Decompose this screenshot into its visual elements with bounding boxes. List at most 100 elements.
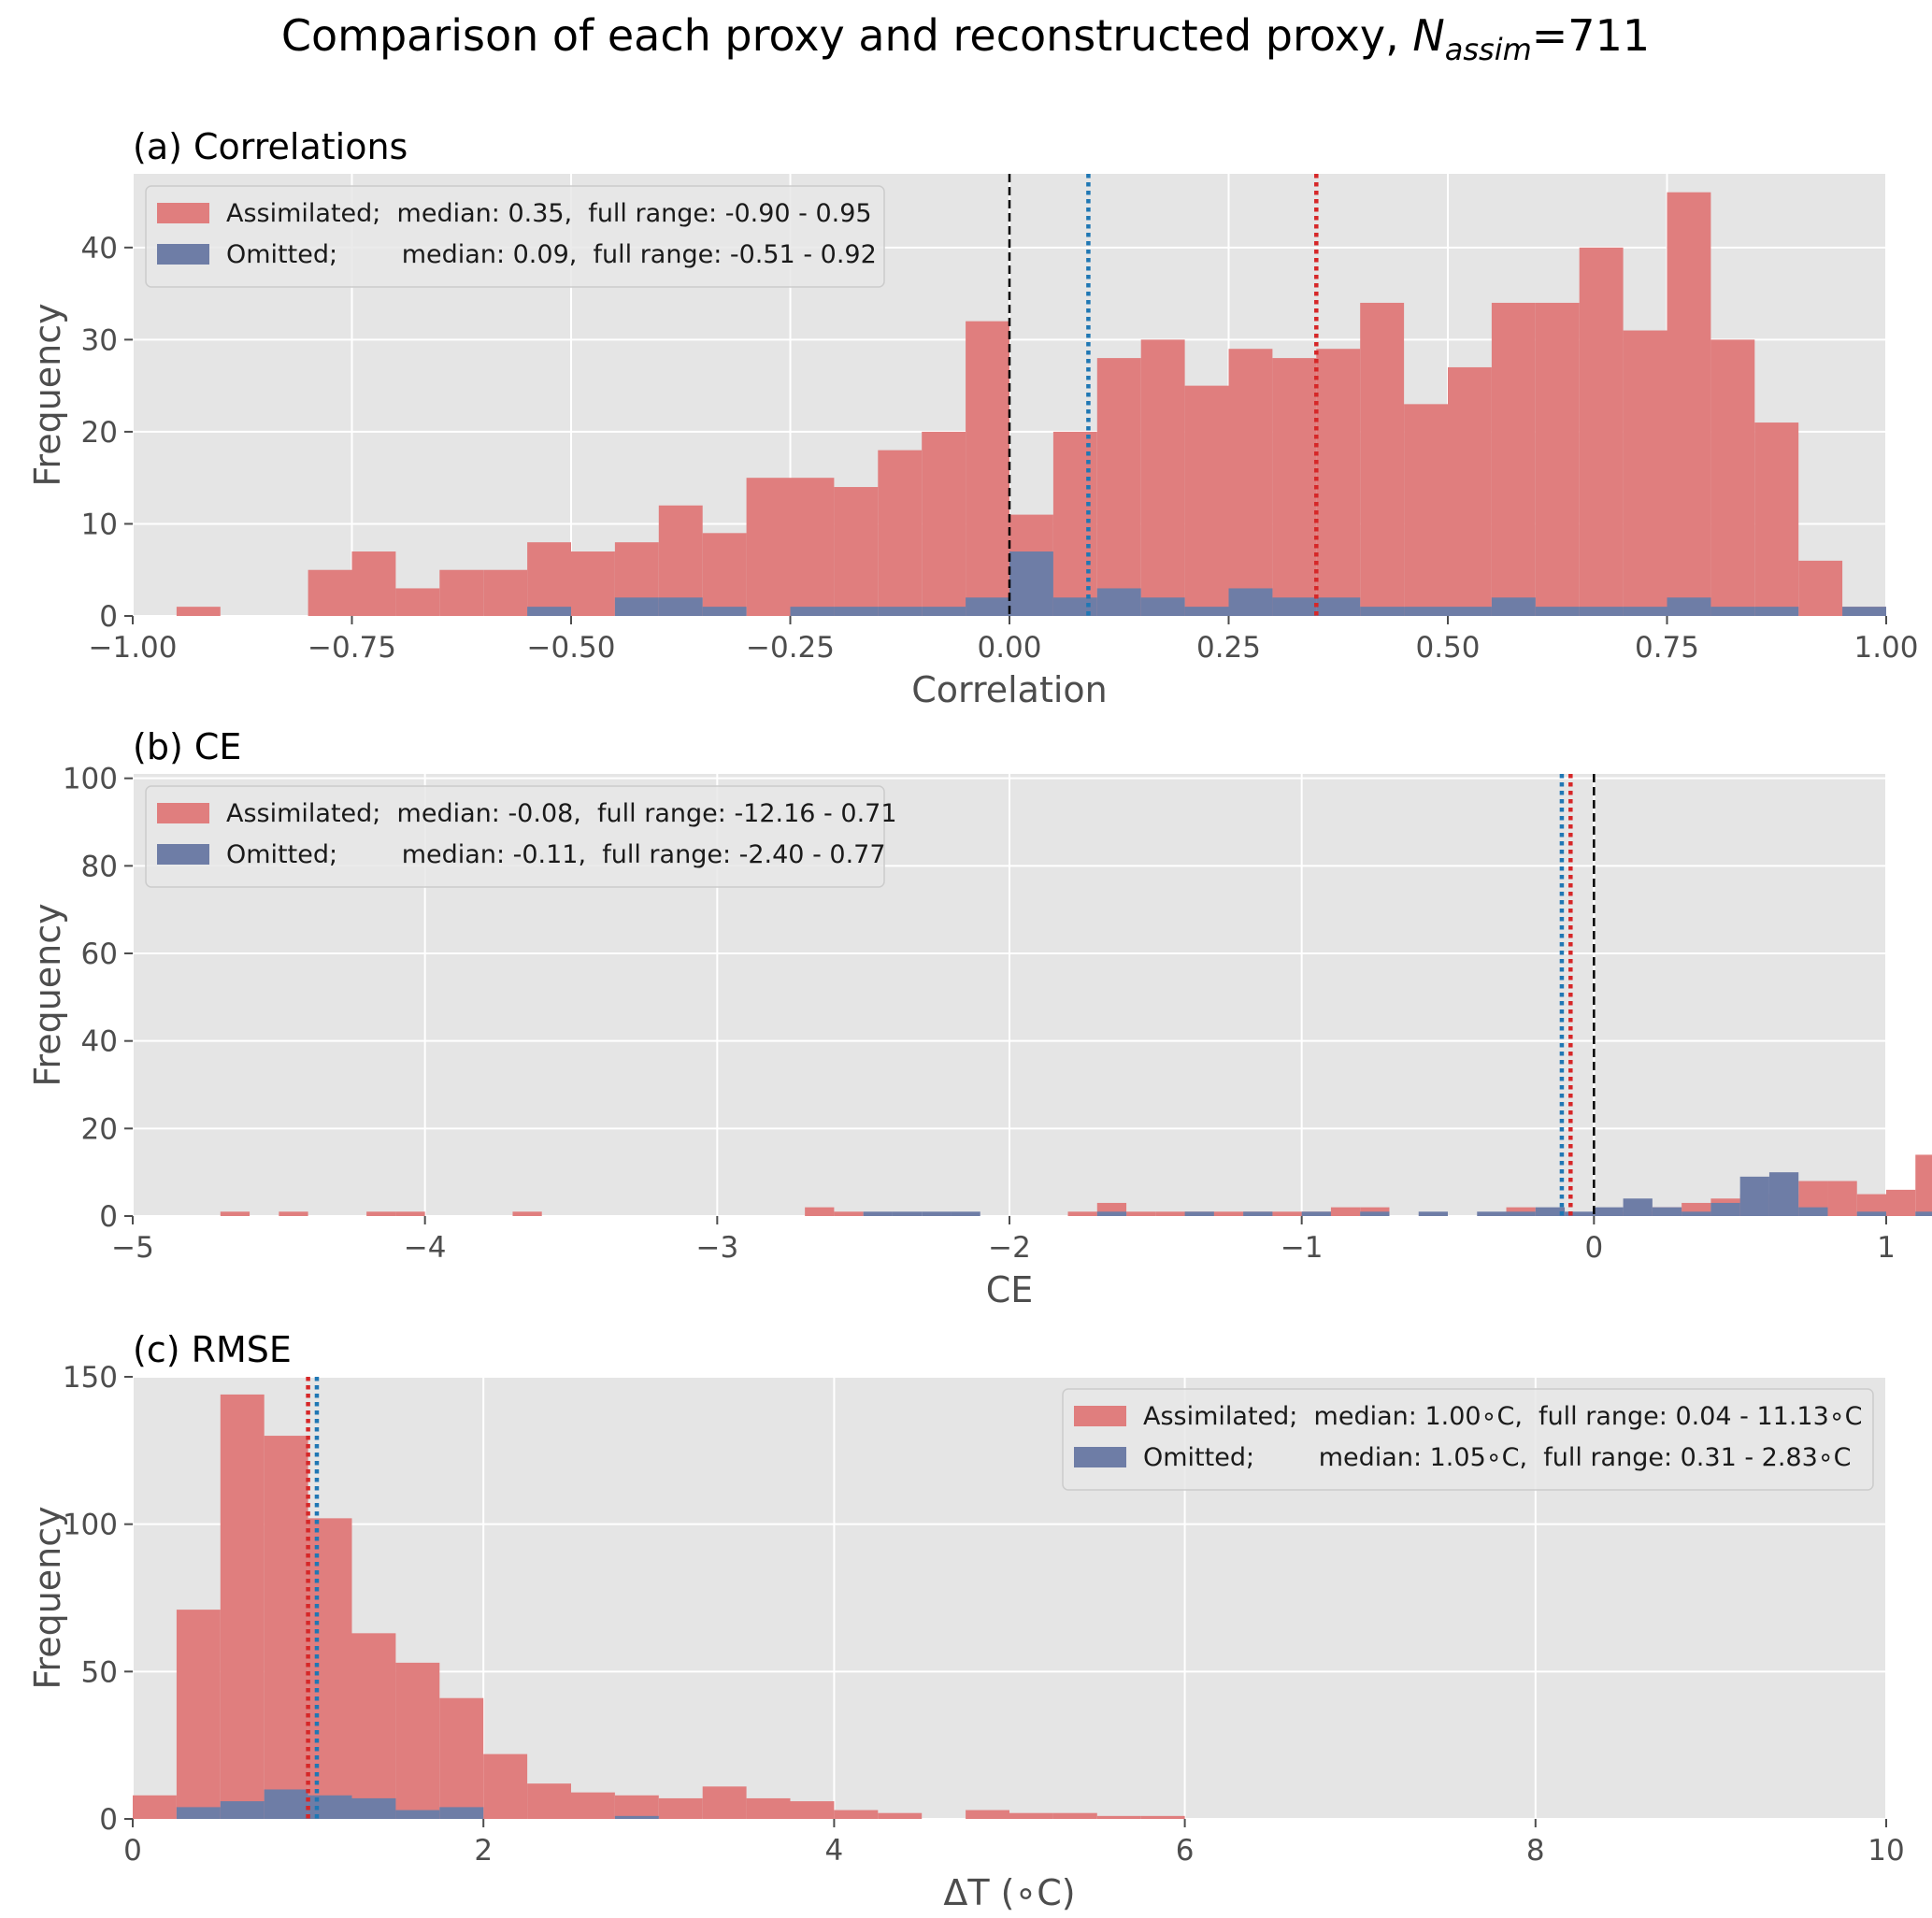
assimilated-bar [1579,247,1624,616]
figure-title-prefix: Comparison of each proxy and reconstruct… [281,10,1412,61]
assimilated-bar [527,1783,571,1819]
y-axis-label: Frequency [27,903,68,1086]
y-tick-label: 0 [99,1200,118,1234]
assimilated-legend-label: Assimilated; median: 1.00∘C, full range:… [1143,1402,1863,1431]
x-tick-label: −0.25 [746,631,835,665]
assimilated-bar [1052,431,1097,616]
y-tick-label: 60 [81,938,118,971]
omitted-bar [834,607,879,616]
y-tick-label: 0 [99,1803,118,1837]
assimilated-bar [702,1786,747,1819]
y-tick-label: 20 [81,416,118,450]
omitted-bar [1404,607,1448,616]
assimilated-bar [1330,1207,1361,1216]
omitted-bar [1491,597,1536,616]
assimilated-bar [308,569,352,616]
assimilated-bar [1448,366,1492,616]
assimilated-bar [1009,1812,1053,1819]
legend: Assimilated; median: 1.00∘C, full range:… [1062,1388,1874,1491]
x-axis-label: CE [986,1269,1034,1310]
omitted-bar [1710,1202,1740,1216]
assimilated-bar [1067,1211,1097,1216]
assimilated-bar [176,607,221,616]
assimilated-bar [1623,330,1667,616]
assimilated-bar [966,1810,1009,1819]
panel-title: (b) CE [133,726,241,767]
omitted-legend-swatch [157,244,209,265]
assimilated-legend-swatch [1074,1406,1126,1426]
y-axis-label: Frequency [27,303,68,486]
omitted-bar [1360,1211,1390,1216]
y-tick-label: 40 [81,1025,118,1059]
assimilated-bar [395,1662,440,1819]
x-tick-label: 10 [1868,1834,1904,1868]
omitted-bar [1915,1211,1932,1216]
x-tick-label: −4 [404,1231,447,1265]
omitted-bar [1535,607,1580,616]
assimilated-bar [439,569,484,616]
y-tick-label: 30 [81,323,118,357]
omitted-bar [1448,607,1492,616]
assimilated-bar [1272,1211,1302,1216]
assimilated-bar [834,487,879,616]
assimilated-bar [279,1211,308,1216]
assimilated-bar [966,321,1009,616]
assimilated-bar [220,1394,265,1819]
assimilated-bar [834,1211,864,1216]
assimilated-bar [366,1211,396,1216]
omitted-bar [1228,588,1273,616]
x-tick-label: 0.75 [1635,631,1699,665]
y-tick-label: 100 [63,1509,118,1542]
assimilated-bar [395,1211,425,1216]
y-tick-label: 80 [81,850,118,883]
x-tick-label: −3 [695,1231,738,1265]
x-tick-label: −0.75 [308,631,396,665]
assimilated-bar [922,431,966,616]
omitted-legend-swatch [1074,1447,1126,1467]
omitted-bar [614,1815,659,1819]
omitted-bar [1798,1207,1828,1216]
assimilated-bar [1491,302,1536,616]
assimilated-bar [571,551,615,616]
assimilated-legend-label: Assimilated; median: -0.08, full range: … [226,799,897,828]
omitted-legend-label: Omitted; median: 0.09, full range: -0.51… [226,240,877,269]
omitted-bar [176,1807,221,1819]
assimilated-bar [790,1801,835,1819]
omitted-bar [790,607,835,616]
omitted-bar [439,1807,484,1819]
omitted-bar [220,1801,265,1819]
omitted-bar [1009,551,1053,616]
legend-box [145,185,885,288]
omitted-bar [1272,597,1317,616]
omitted-bar [878,607,923,616]
assimilated-bar [1184,385,1229,616]
assimilated-bar [702,533,747,616]
assimilated-legend-swatch [157,203,209,223]
assimilated-bar [133,1795,177,1819]
x-tick-label: −2 [988,1231,1031,1265]
assimilated-bar [483,1753,528,1819]
omitted-bar [892,1211,923,1216]
x-tick-label: 0 [123,1834,142,1868]
omitted-bar [1739,1176,1769,1216]
panel-correlations: −1.00 −0.75 −0.50 −0.25 0.00 0.25 0.50 0.75 1.00… [27,126,1919,710]
x-tick-label: −1 [1281,1231,1324,1265]
y-tick-label: 50 [81,1655,118,1689]
assimilated-bar [1667,192,1711,617]
figure-title-subscript: assim [1445,32,1532,67]
omitted-bar [951,1211,980,1216]
y-tick-label: 150 [63,1361,118,1395]
assimilated-bar [878,450,923,616]
assimilated-bar [658,1797,703,1819]
y-tick-label: 20 [81,1112,118,1146]
x-tick-label: 0.50 [1415,631,1480,665]
omitted-bar [1754,607,1799,616]
assimilated-bar [1140,1815,1185,1819]
omitted-bar [658,597,703,616]
assimilated-bar [878,1812,923,1819]
omitted-bar [1667,597,1711,616]
omitted-bar [1506,1211,1536,1216]
assimilated-bar [1535,302,1580,616]
omitted-bar [1301,1211,1331,1216]
